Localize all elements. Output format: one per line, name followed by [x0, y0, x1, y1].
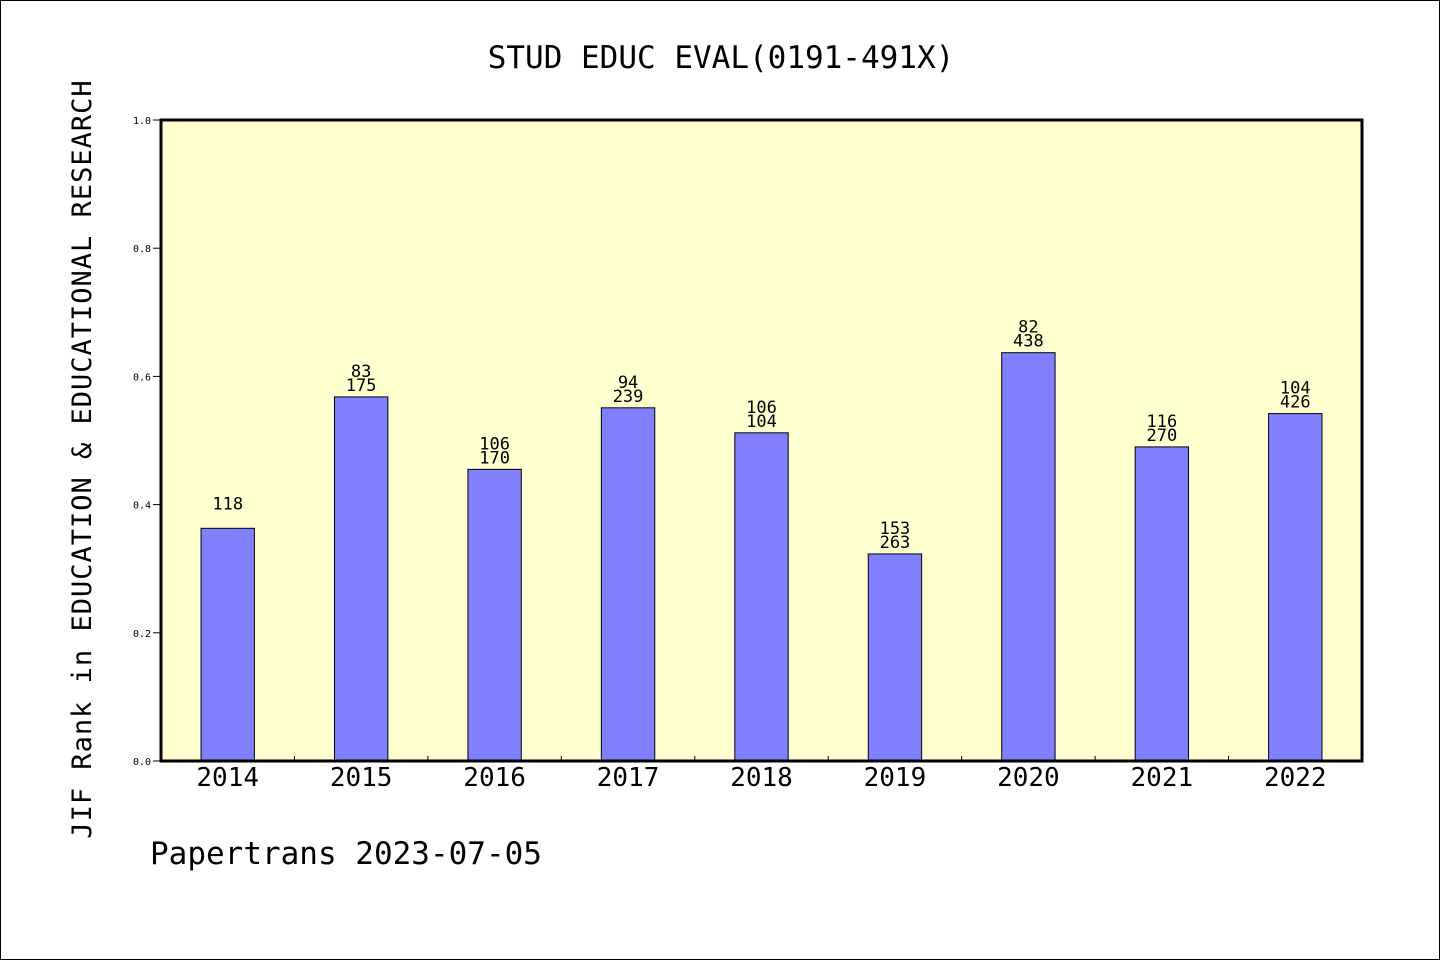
bar-2014 [200, 527, 255, 762]
bar-data-label-2017-1: 94 [618, 373, 638, 393]
footer-credit: Papertrans 2023-07-05 [150, 836, 542, 872]
x-tick-label-2017: 2017 [597, 763, 660, 793]
bar-data-label-2015-2: 175 [346, 376, 377, 396]
bar-data-label-2020-1: 82 [1018, 318, 1038, 338]
bar-2022 [1268, 413, 1323, 762]
chart-title: STUD EDUC EVAL(0191-491X) [488, 40, 955, 76]
bar-data-label-2021-1: 116 [1146, 412, 1177, 432]
x-tick-label-2015: 2015 [330, 763, 393, 793]
x-tick-label-2021: 2021 [1131, 763, 1194, 793]
y-tick-label-0.4: 0.4 [133, 501, 151, 512]
bar-data-label-2014-1: 118 [212, 494, 243, 514]
bar-data-label-2018-2: 104 [746, 412, 777, 432]
bar-data-label-2015-1: 83 [351, 362, 371, 382]
bar-data-labels: 1188317510617094239106104153263824381162… [212, 318, 1310, 553]
y-tick-label-0.6: 0.6 [133, 372, 151, 383]
bars-group [200, 352, 1323, 762]
bar-data-label-2017-2: 239 [613, 387, 644, 407]
x-tick-label-2022: 2022 [1264, 763, 1327, 793]
bar-2018 [734, 432, 789, 762]
y-axis-ticks: 0.0 0.2 0.4 0.6 0.8 1.0 [133, 116, 161, 768]
x-tick-label-2018: 2018 [730, 763, 793, 793]
bar-data-label-2020-2: 438 [1013, 332, 1044, 352]
bar-data-label-2016-1: 106 [479, 434, 510, 454]
y-axis-label: JIF Rank in EDUCATION & EDUCATIONAL RESE… [67, 79, 98, 838]
plot-frame [159, 118, 1364, 763]
bar-data-label-2022-1: 104 [1280, 379, 1311, 399]
x-tick-label-2014: 2014 [196, 763, 259, 793]
y-tick-label-0.8: 0.8 [133, 244, 151, 255]
bar-data-label-2018-1: 106 [746, 398, 777, 418]
bar-data-label-2019-1: 153 [880, 519, 911, 539]
bar-data-label-2021-2: 270 [1146, 426, 1177, 446]
y-tick-label-0.0: 0.0 [133, 757, 151, 768]
x-tick-label-2020: 2020 [997, 763, 1060, 793]
y-tick-label-0.2: 0.2 [133, 629, 151, 640]
bar-data-label-2016-2: 170 [479, 448, 510, 468]
bar-2017 [600, 407, 656, 762]
x-axis-ticks: 2014 2015 2016 2017 2018 2019 2020 2021 2022 [196, 756, 1327, 793]
bar-2020 [1001, 352, 1056, 762]
y-tick-label-1.0: 1.0 [133, 116, 151, 127]
bar-data-label-2022-2: 426 [1280, 393, 1311, 413]
x-tick-label-2016: 2016 [463, 763, 526, 793]
x-tick-label-2019: 2019 [864, 763, 927, 793]
bar-2016 [467, 468, 522, 762]
bar-2015 [333, 396, 389, 762]
bar-data-label-2019-2: 263 [880, 533, 911, 553]
bar-2019 [867, 553, 923, 762]
bar-2021 [1134, 446, 1190, 762]
